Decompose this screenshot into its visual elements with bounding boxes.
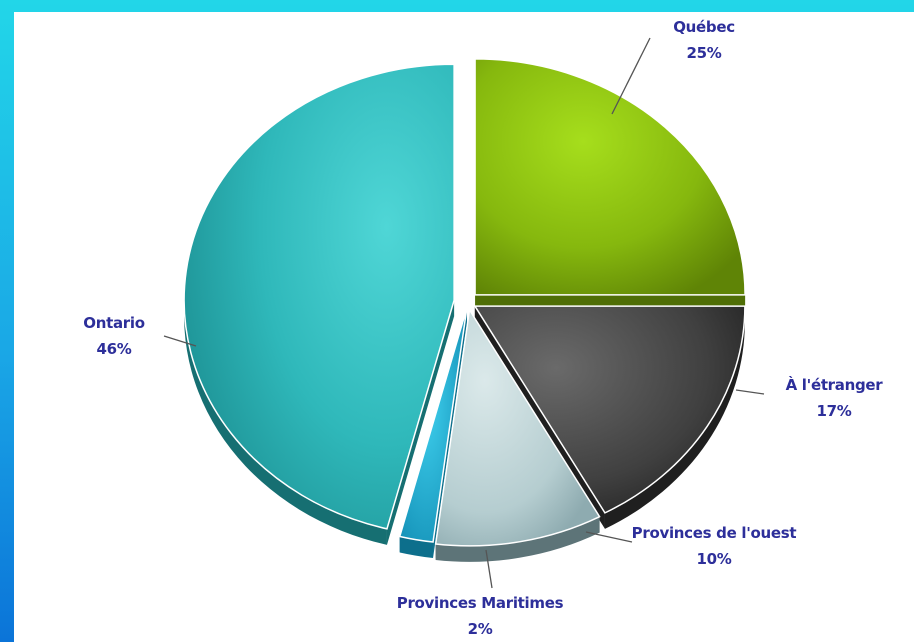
leader-line-provinces-maritimes [485,549,493,589]
leader-lines [163,37,765,589]
label-a-l-etranger: À l'étranger [786,375,884,394]
label-quebec: Québec [673,18,735,36]
pie-chart: Québec 25% À l'étranger 17% Provinces de l'o… [83,18,883,638]
slice-side-provinces-de-l-ouest [435,516,600,562]
pie-slices [183,58,746,547]
value-ontario: 46% [96,340,131,358]
slice-provinces-de-l-ouest [434,307,601,547]
value-provinces-de-l-ouest: 10% [696,550,731,568]
slice-labels: Québec 25% À l'étranger 17% Provinces de l'o… [83,18,883,638]
value-provinces-maritimes: 2% [468,620,493,638]
slice-a-l-etranger [473,305,746,514]
slice-edge-ontario-0 [386,300,455,545]
slice-ontario [183,63,455,530]
slice-side-provinces-maritimes [399,536,434,559]
value-a-l-etranger: 17% [816,402,851,420]
leader-line-quebec [611,37,651,115]
label-provinces-maritimes: Provinces Maritimes [397,594,564,612]
leader-line-a-l-etranger [735,389,765,395]
label-ontario: Ontario [83,314,144,332]
slice-quebec [474,58,746,296]
label-provinces-de-l-ouest: Provinces de l'ouest [632,524,797,542]
chart-panel: Québec 25% À l'étranger 17% Provinces de l'o… [14,12,914,642]
leader-line-ontario [163,335,197,347]
slice-provinces-maritimes [398,307,468,543]
slice-side-a-l-etranger [604,306,745,529]
leader-line-provinces-de-l-ouest [585,531,633,543]
value-quebec: 25% [686,44,721,62]
